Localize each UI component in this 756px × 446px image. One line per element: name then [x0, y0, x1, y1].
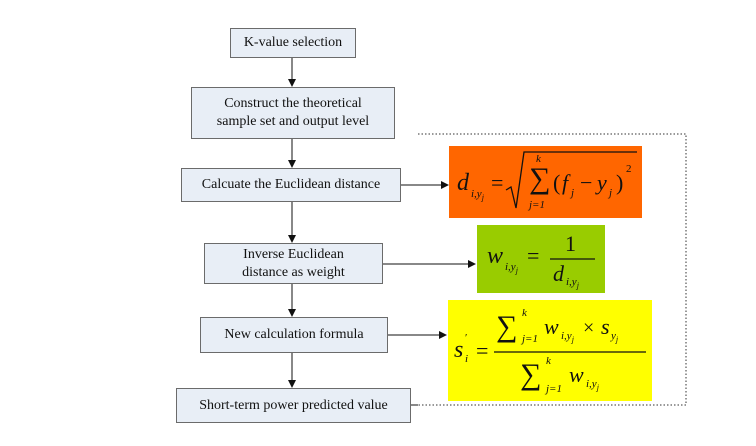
distance-formula-box: d i,yj = k ∑ j=1 ( f j − y j ) 2: [449, 146, 642, 218]
fraction-bar-icon: [550, 258, 595, 260]
step-text: Calcuate the Euclidean distance: [201, 177, 381, 192]
step-text: Construct the theoretical: [224, 96, 362, 111]
step-text: Short-term power predicted value: [199, 397, 388, 413]
prediction-formula-box: s ′ i = ∑ k j=1 w i,yj × s yj ∑ k j=1 w …: [448, 300, 652, 401]
dotted-frame: [418, 133, 687, 406]
step-text: Inverse Euclidean: [243, 246, 344, 262]
step-box-construct-sample-set: Construct the theoretical sample set and…: [191, 87, 395, 139]
step-box-inverse-weight: Inverse Euclidean distance as weight: [204, 243, 383, 284]
step-box-k-value: K-value selection: [230, 28, 356, 58]
step-text: distance as weight: [242, 264, 345, 280]
step-box-predicted-value: Short-term power predicted value: [176, 388, 411, 423]
step-box-new-formula: New calculation formula: [200, 317, 388, 353]
step-text: K-value selection: [243, 35, 343, 50]
fraction-bar-icon: [494, 351, 646, 353]
weight-formula-box: w i,yj = 1 d i,yj: [477, 225, 605, 293]
step-text: New calculation formula: [224, 327, 364, 342]
step-text: sample set and output level: [216, 114, 370, 129]
step-box-euclidean-distance: Calcuate the Euclidean distance: [181, 168, 401, 202]
sqrt-radical-icon: [505, 151, 637, 209]
